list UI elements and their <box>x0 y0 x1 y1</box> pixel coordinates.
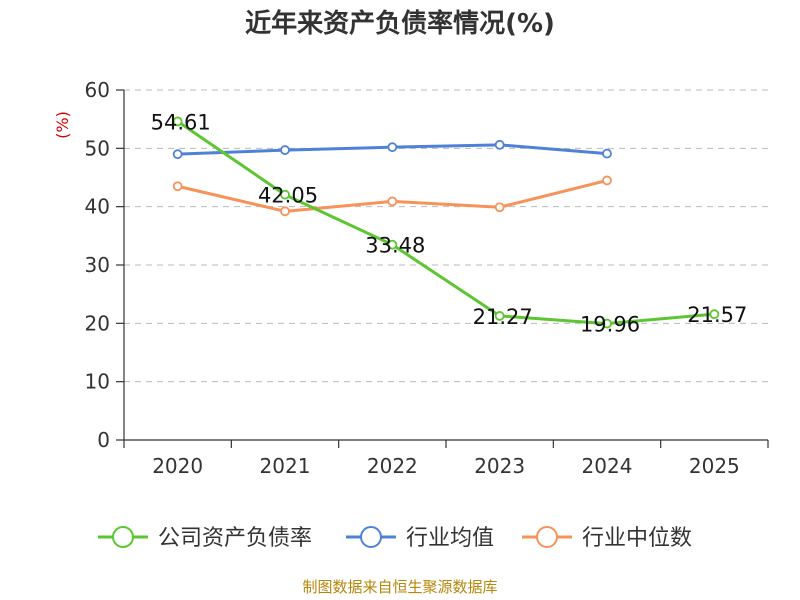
data-source-note: 制图数据来自恒生聚源数据库 <box>302 578 497 596</box>
data-point <box>494 202 505 213</box>
data-label: 33.48 <box>365 234 425 258</box>
data-point <box>280 189 290 200</box>
data-label: 54.61 <box>151 110 211 134</box>
data-point <box>494 139 505 150</box>
x-tick-label: 2022 <box>367 454 418 478</box>
y-tick-label: 0 <box>97 428 110 452</box>
y-tick-label: 40 <box>85 195 110 219</box>
y-tick-label: 60 <box>85 78 110 102</box>
series-line <box>176 120 715 326</box>
data-point <box>280 145 290 155</box>
legend-label: 公司资产负债率 <box>158 526 312 551</box>
y-axis-unit: (%) <box>53 111 72 139</box>
legend-label: 行业均值 <box>406 526 494 551</box>
data-point <box>602 148 612 159</box>
legend-label: 行业中位数 <box>582 526 692 551</box>
data-point <box>387 142 398 153</box>
y-tick-label: 30 <box>85 253 110 277</box>
legend-marker <box>112 526 134 548</box>
data-point <box>280 206 290 217</box>
x-tick-label: 2020 <box>152 454 203 478</box>
y-tick-label: 10 <box>85 370 110 394</box>
data-label: 21.27 <box>473 305 533 329</box>
data-point <box>387 239 398 250</box>
data-point <box>387 196 398 207</box>
data-label: 19.96 <box>580 313 640 337</box>
x-tick-label: 2025 <box>689 454 740 478</box>
y-tick-label: 20 <box>85 311 110 335</box>
data-label: 42.05 <box>258 184 318 208</box>
data-point <box>709 309 720 320</box>
x-tick-label: 2023 <box>474 454 525 478</box>
x-tick-label: 2024 <box>582 454 633 478</box>
y-tick-label: 50 <box>85 136 110 160</box>
data-point <box>602 318 612 329</box>
data-point <box>494 311 505 321</box>
data-point <box>172 149 183 160</box>
data-label: 21.57 <box>687 303 747 327</box>
legend-marker <box>536 526 558 548</box>
chart-title: 近年来资产负债率情况(%) <box>245 8 555 39</box>
legend-marker <box>360 526 382 548</box>
data-point <box>172 116 183 127</box>
data-point <box>172 181 183 192</box>
x-tick-label: 2021 <box>260 454 311 478</box>
data-point <box>602 175 612 186</box>
